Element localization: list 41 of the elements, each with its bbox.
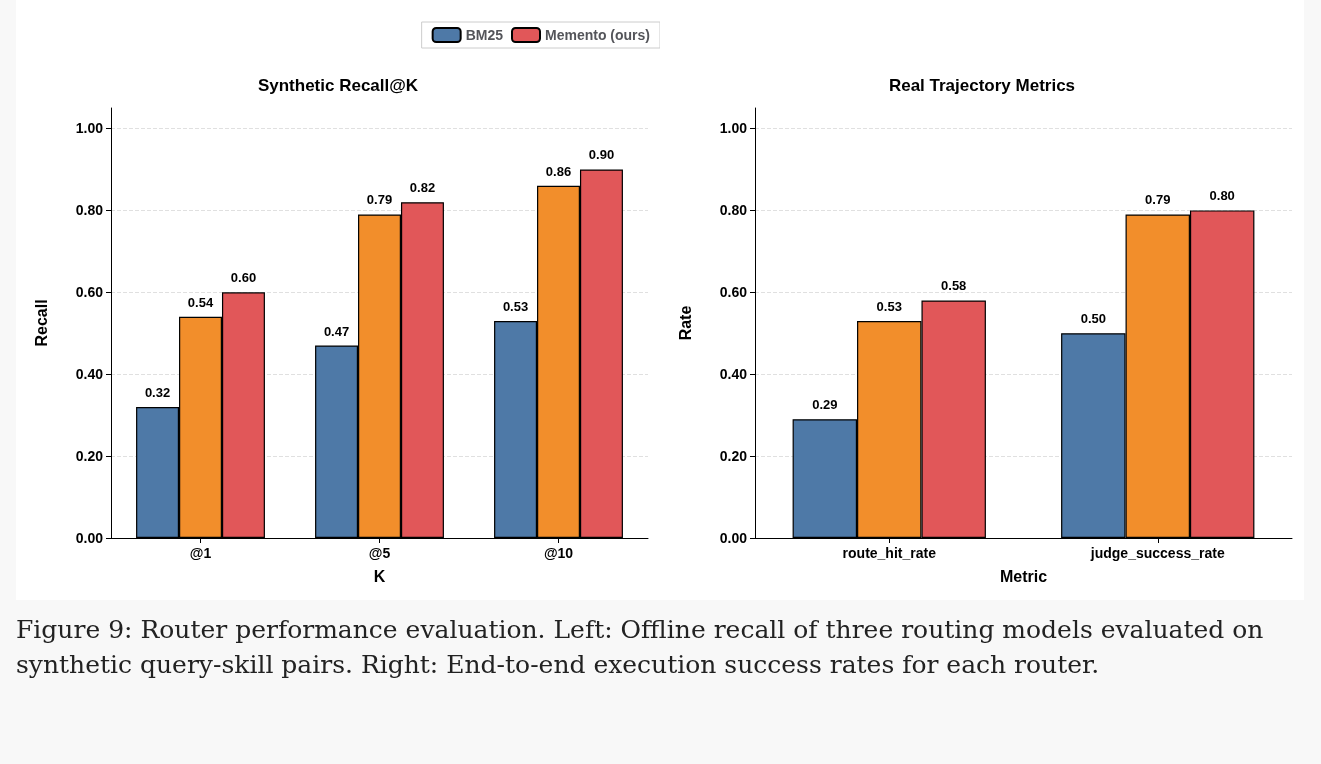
y-tick-label: 0.80 <box>719 202 748 219</box>
y-tick-label: 0.00 <box>719 530 748 546</box>
x-axis-title: Metric <box>999 567 1048 585</box>
x-tick-label: @1 <box>189 545 212 561</box>
x-tick-label: @5 <box>368 545 391 561</box>
x-tick-label: @10 <box>543 545 574 561</box>
data-label: 0.53 <box>502 298 529 314</box>
data-label: 0.54 <box>187 294 214 310</box>
chart-title: Real Trajectory Metrics <box>888 76 1076 95</box>
data-label: 0.47 <box>323 323 350 339</box>
data-label: 0.60 <box>230 270 257 286</box>
data-label: 0.32 <box>144 384 171 400</box>
y-tick-label: 0.60 <box>719 284 748 301</box>
chart-title: Synthetic Recall@K <box>257 76 419 95</box>
data-label: 0.80 <box>1209 188 1235 204</box>
y-tick-label: 1.00 <box>719 120 748 137</box>
data-label: 0.29 <box>812 397 838 413</box>
legend-label: Memento (ours) <box>545 27 650 43</box>
y-tick-label: 0.20 <box>75 448 104 465</box>
y-axis-title: Recall <box>32 299 50 347</box>
x-axis-title: K <box>373 567 386 585</box>
x-tick-label: route_hit_rate <box>842 545 937 561</box>
data-label: 0.90 <box>588 147 615 163</box>
y-tick-label: 0.80 <box>75 202 104 219</box>
y-axis-title: Rate <box>676 305 694 341</box>
y-tick-label: 0.00 <box>75 530 104 546</box>
data-label: 0.50 <box>1080 311 1106 327</box>
data-label: 0.86 <box>545 163 572 179</box>
y-tick-label: 1.00 <box>75 120 104 137</box>
y-tick-label: 0.40 <box>719 366 748 383</box>
data-label: 0.79 <box>366 192 393 208</box>
legend-label: BM25 <box>465 27 504 43</box>
data-label: 0.53 <box>876 298 902 314</box>
y-tick-label: 0.60 <box>75 284 104 301</box>
y-tick-label: 0.40 <box>75 366 104 383</box>
y-tick-label: 0.20 <box>719 448 748 465</box>
caption: Figure 9: Router performance evaluation. Left: Offline recall of three routing models evaluated on synthetic query-skill pairs. Right: End-to-end execution success rates for each router. <box>16 614 1265 681</box>
data-label: 0.82 <box>409 180 436 196</box>
data-label: 0.79 <box>1145 192 1171 208</box>
x-tick-label: judge_success_rate <box>1089 545 1225 561</box>
data-label: 0.58 <box>941 278 967 294</box>
